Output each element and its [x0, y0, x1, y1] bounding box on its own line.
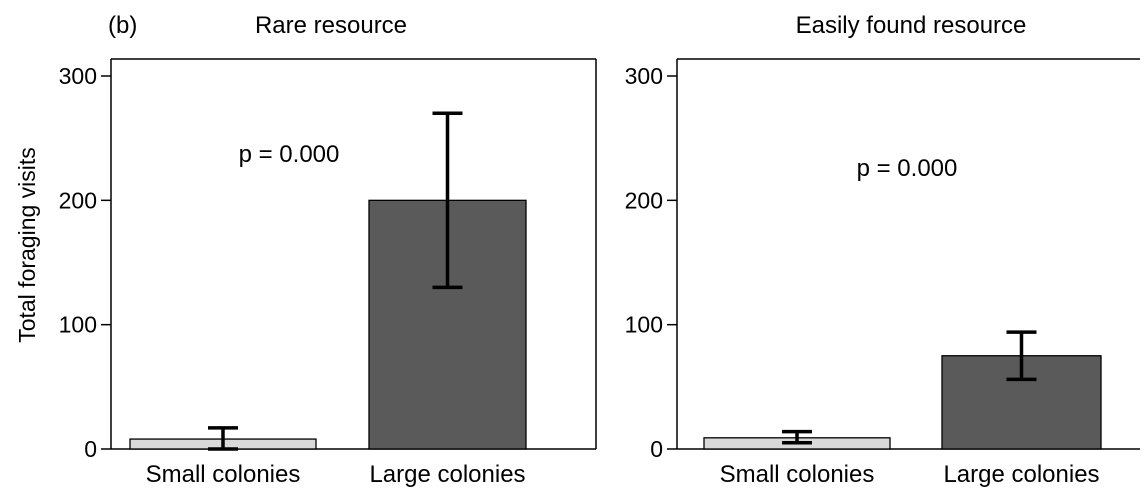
panel-title-rare-resource: Rare resource [255, 12, 407, 39]
y-tick-label: 200 [625, 187, 663, 213]
panel-easily-found-resource: Easily found resource p = 0.000 0 100 200 3… [625, 12, 1140, 488]
panel-title-easily-found-resource: Easily found resource [796, 12, 1027, 39]
y-axis-label: Total foraging visits [14, 147, 40, 343]
x-category-label: Large colonies [943, 461, 1099, 488]
p-value-annotation-easily-found: p = 0.000 [857, 155, 958, 182]
y-tick-label: 300 [59, 63, 97, 89]
panel-rare-resource: Rare resource p = 0.000 0 100 200 300 Small … [59, 12, 597, 488]
panel-label: (b) [108, 12, 137, 39]
p-value-annotation-rare: p = 0.000 [239, 141, 340, 168]
y-tick-label: 0 [650, 436, 663, 462]
y-tick-label: 100 [625, 312, 663, 338]
x-category-label: Large colonies [369, 461, 525, 488]
y-tick-label: 200 [59, 187, 97, 213]
x-category-label: Small colonies [720, 461, 875, 488]
y-tick-label: 100 [59, 312, 97, 338]
y-tick-label: 0 [84, 436, 97, 462]
y-tick-label: 300 [625, 63, 663, 89]
x-category-label: Small colonies [146, 461, 301, 488]
